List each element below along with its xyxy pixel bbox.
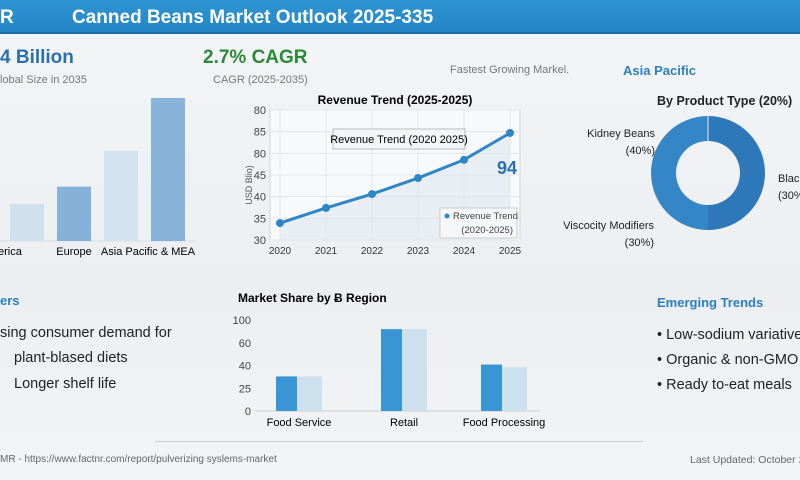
x-tick-label: 2023 <box>407 246 430 257</box>
tick-label: erica <box>0 246 23 258</box>
data-point <box>368 190 376 199</box>
annotation-value: 94 <box>497 158 517 178</box>
trend-text: Low-sodium variatives <box>666 327 800 343</box>
fastest-region: Asia Pacific <box>623 63 696 78</box>
footer-updated: Last Updated: October 2 <box>690 454 800 466</box>
footer-source: MR - https://www.factnr.com/report/pulve… <box>0 454 277 465</box>
share-bar <box>402 329 427 411</box>
y-tick-label: 45 <box>254 170 266 182</box>
region-bar <box>104 150 138 241</box>
data-point <box>322 203 330 212</box>
x-tick-label: Food Processing <box>463 417 546 429</box>
driver-item: plant-blased diets <box>14 350 128 366</box>
market-size-value: 4 Billion <box>0 47 74 68</box>
x-tick-label: Retail <box>390 417 418 429</box>
legend-label: (2020-2025) <box>461 225 513 236</box>
region-bar <box>57 186 91 241</box>
share-bar <box>297 376 322 411</box>
header-bar: R Canned Beans Market Outlook 2025-335 <box>0 0 800 34</box>
fastest-growing-label: Fastest Growing Markel. <box>450 64 570 76</box>
legend-box <box>439 207 518 239</box>
tick-label: Asia Pacific & MEA <box>101 246 196 258</box>
donut-label-name: Kidney Beans <box>587 128 655 140</box>
data-point <box>506 128 514 137</box>
revenue-line-chart: Revenue Trend (2025-2025) USD Blio) 30 35… <box>244 93 522 257</box>
drivers-title: ers <box>0 293 20 308</box>
y-tick-label: 85 <box>254 127 266 139</box>
series-line <box>279 131 511 225</box>
x-tick-label: 2024 <box>453 246 476 257</box>
trends-title: Emerging Trends <box>657 295 764 310</box>
y-tick-label: 40 <box>254 192 266 204</box>
cagr-value: 2.7% CAGR <box>203 47 308 68</box>
y-axis-label: USD Blio) <box>244 165 254 205</box>
legend-label: Revenue Trend <box>453 211 518 222</box>
chart-title: Market Share by Ƀ Region <box>238 291 387 305</box>
y-tick-label: 80 <box>254 105 266 117</box>
annotation-box <box>332 128 466 150</box>
region-bar <box>151 98 185 241</box>
trend-text: Ready to-eat meals <box>666 377 792 393</box>
market-share-bar-chart: Market Share by Ƀ Region 0 25 40 60 100 Food … <box>233 291 546 429</box>
footer-divider <box>155 441 643 442</box>
donut-label-pct: (40%) <box>625 145 655 157</box>
cagr-label: CAGR (2025-2035) <box>213 74 308 86</box>
y-tick-label: 80 <box>254 148 266 160</box>
x-tick-label: 2020 <box>269 246 292 257</box>
product-type-donut <box>651 116 765 230</box>
share-bar <box>276 376 297 411</box>
y-tick-label: 25 <box>239 383 251 395</box>
page-title: Canned Beans Market Outlook 2025-335 <box>72 7 434 28</box>
trend-item: • Ready to-eat meals <box>657 377 792 393</box>
driver-item: sing consumer demand for <box>0 325 172 341</box>
driver-item: Longer shelf life <box>14 376 117 392</box>
donut-title: By Product Type (20%) <box>657 94 793 108</box>
x-tick-label: 2025 <box>499 246 522 257</box>
annotation-text: Revenue Trend (2020 2025) <box>330 134 468 146</box>
region-bar-chart: erica Europe Asia Pacific & MEA <box>0 98 196 258</box>
logo: R <box>0 7 14 28</box>
trend-text: Organic & non-GMO o <box>666 352 800 368</box>
y-tick-label: 60 <box>239 338 251 350</box>
donut-label-name: Black <box>778 173 800 185</box>
share-bar <box>481 364 502 411</box>
y-tick-label: 35 <box>254 213 266 225</box>
y-tick-label: 30 <box>254 235 266 247</box>
data-point <box>460 155 468 164</box>
donut-label-pct: (30% <box>778 190 800 202</box>
x-tick-label: 2022 <box>361 246 384 257</box>
donut-label-name: Viscocity Modifiers <box>563 220 654 232</box>
data-point <box>414 174 422 183</box>
chart-title: Revenue Trend (2025-2025) <box>318 93 473 107</box>
y-tick-label: 40 <box>239 361 251 373</box>
donut-label-pct: (30%) <box>624 237 654 249</box>
donut-slice-right <box>708 116 765 230</box>
y-tick-label: 100 <box>233 315 251 327</box>
tick-label: Europe <box>56 246 91 258</box>
trend-item: • Organic & non-GMO o <box>657 352 800 368</box>
y-tick-label: 0 <box>245 406 251 418</box>
share-bar <box>381 329 402 411</box>
share-bar <box>502 367 527 411</box>
x-tick-label: Food Service <box>267 417 332 429</box>
data-point <box>276 219 284 228</box>
donut-slice-left <box>651 116 708 230</box>
x-tick-label: 2021 <box>315 246 338 257</box>
market-size-label: lobal Size in 2035 <box>0 74 87 86</box>
region-bar <box>10 203 44 241</box>
trend-item: • Low-sodium variatives <box>657 327 800 343</box>
legend-marker <box>444 213 450 219</box>
